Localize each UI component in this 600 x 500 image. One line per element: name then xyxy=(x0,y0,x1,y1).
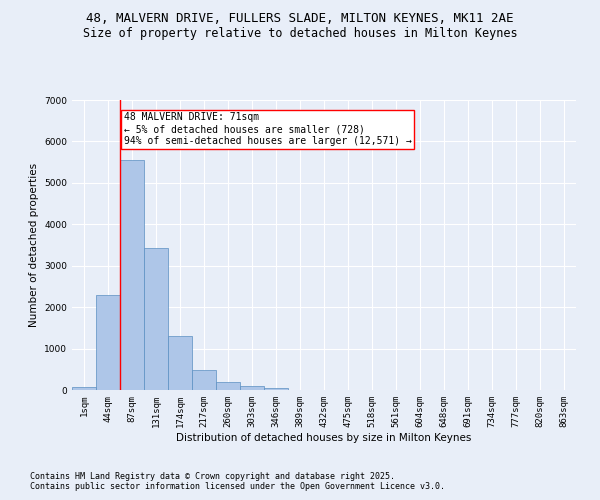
Bar xyxy=(168,336,192,390)
Y-axis label: Number of detached properties: Number of detached properties xyxy=(29,163,38,327)
Text: Contains public sector information licensed under the Open Government Licence v3: Contains public sector information licen… xyxy=(30,482,445,491)
Bar xyxy=(240,386,264,390)
Bar xyxy=(216,382,240,390)
Text: Size of property relative to detached houses in Milton Keynes: Size of property relative to detached ho… xyxy=(83,28,517,40)
Bar xyxy=(120,160,144,390)
Bar xyxy=(96,294,120,390)
Text: 48 MALVERN DRIVE: 71sqm
← 5% of detached houses are smaller (728)
94% of semi-de: 48 MALVERN DRIVE: 71sqm ← 5% of detached… xyxy=(124,112,412,146)
Text: 48, MALVERN DRIVE, FULLERS SLADE, MILTON KEYNES, MK11 2AE: 48, MALVERN DRIVE, FULLERS SLADE, MILTON… xyxy=(86,12,514,26)
Bar xyxy=(264,388,288,390)
Bar xyxy=(192,370,216,390)
Bar xyxy=(72,387,96,390)
Text: Contains HM Land Registry data © Crown copyright and database right 2025.: Contains HM Land Registry data © Crown c… xyxy=(30,472,395,481)
X-axis label: Distribution of detached houses by size in Milton Keynes: Distribution of detached houses by size … xyxy=(176,432,472,442)
Bar xyxy=(144,248,168,390)
